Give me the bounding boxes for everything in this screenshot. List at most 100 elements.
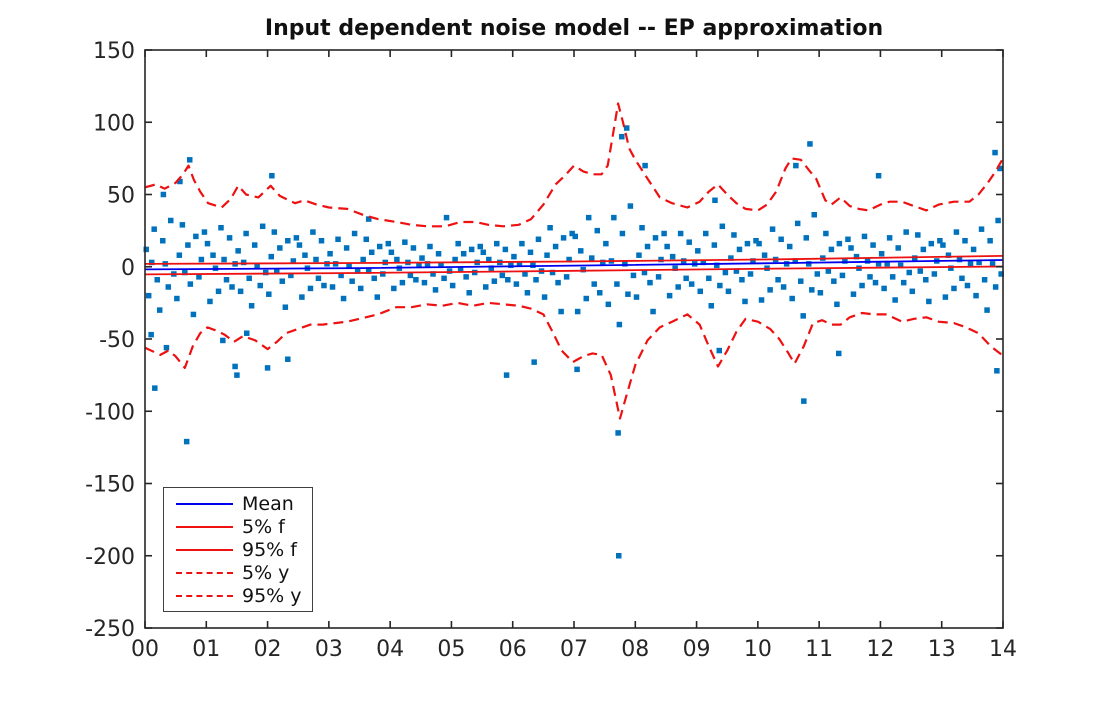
scatter-point bbox=[274, 268, 280, 274]
scatter-point bbox=[235, 248, 241, 254]
x-tick-label: 06 bbox=[499, 637, 527, 662]
scatter-point bbox=[410, 245, 417, 251]
scatter-point bbox=[669, 253, 676, 260]
scatter-point bbox=[878, 250, 885, 257]
scatter-point bbox=[736, 246, 743, 253]
x-tick-label: 01 bbox=[192, 637, 220, 662]
scatter-point bbox=[951, 285, 957, 292]
scatter-point bbox=[814, 271, 821, 277]
scatter-point bbox=[596, 290, 603, 296]
scatter-point bbox=[834, 301, 840, 308]
scatter-point bbox=[277, 245, 283, 251]
scatter-point bbox=[288, 272, 294, 279]
scatter-point bbox=[644, 243, 651, 250]
scatter-point bbox=[279, 278, 286, 284]
scatter-point bbox=[527, 249, 534, 256]
scatter-point bbox=[535, 236, 542, 243]
scatter-point bbox=[964, 282, 971, 289]
scatter-point bbox=[761, 252, 768, 258]
scatter-point bbox=[232, 363, 238, 370]
scatter-point bbox=[717, 282, 723, 289]
scatter-point bbox=[163, 344, 170, 351]
scatter-point bbox=[987, 237, 993, 244]
scatter-point bbox=[243, 230, 249, 237]
scatter-point bbox=[622, 261, 628, 267]
scatter-point bbox=[817, 290, 824, 296]
scatter-point bbox=[482, 284, 489, 290]
scatter-point bbox=[282, 304, 289, 310]
scatter-point bbox=[441, 275, 447, 282]
y-tick-label: -150 bbox=[85, 473, 135, 498]
scatter-point bbox=[909, 288, 916, 295]
scatter-point bbox=[959, 275, 965, 282]
scatter-point bbox=[268, 253, 274, 260]
scatter-point bbox=[920, 246, 927, 253]
scatter-point bbox=[541, 294, 548, 300]
scatter-point bbox=[616, 321, 623, 328]
scatter-point bbox=[744, 240, 751, 247]
x-tick-label: 12 bbox=[866, 637, 894, 662]
scatter-point bbox=[928, 240, 935, 247]
scatter-point bbox=[416, 262, 422, 269]
scatter-point bbox=[619, 133, 625, 140]
scatter-point bbox=[574, 308, 581, 315]
scatter-point bbox=[466, 290, 472, 296]
scatter-point bbox=[619, 230, 626, 237]
scatter-point bbox=[978, 226, 985, 232]
series-y95 bbox=[144, 102, 1004, 228]
scatter-point bbox=[494, 240, 500, 247]
scatter-point bbox=[962, 237, 968, 244]
scatter-point bbox=[513, 281, 520, 287]
scatter-point bbox=[419, 255, 425, 261]
scatter-point bbox=[533, 277, 539, 283]
scatter-point bbox=[229, 284, 235, 290]
scatter-point bbox=[714, 262, 720, 269]
scatter-point bbox=[329, 284, 336, 290]
scatter-point bbox=[636, 252, 642, 258]
scatter-point bbox=[264, 365, 271, 371]
scatter-point bbox=[246, 275, 252, 282]
scatter-point bbox=[672, 265, 678, 271]
scatter-point bbox=[488, 265, 495, 271]
scatter-point bbox=[753, 237, 759, 244]
scatter-point bbox=[154, 277, 161, 283]
scatter-point bbox=[940, 242, 946, 248]
scatter-point bbox=[801, 398, 807, 404]
scatter-point bbox=[560, 235, 567, 241]
scatter-point bbox=[218, 224, 224, 231]
scatter-point bbox=[145, 292, 152, 299]
scatter-point bbox=[884, 261, 890, 267]
x-tick-label: 07 bbox=[560, 637, 588, 662]
scatter-point bbox=[380, 271, 386, 277]
scatter-point bbox=[839, 272, 846, 279]
scatter-point bbox=[614, 281, 620, 287]
scatter-point bbox=[848, 245, 854, 251]
scatter-point bbox=[413, 277, 419, 283]
scatter-point bbox=[794, 220, 801, 227]
scatter-point bbox=[499, 272, 506, 279]
scatter-point bbox=[845, 236, 851, 243]
scatter-point bbox=[600, 259, 606, 266]
scatter-point bbox=[931, 271, 938, 277]
scatter-point bbox=[299, 294, 305, 300]
scatter-point bbox=[989, 261, 996, 267]
scatter-point bbox=[859, 282, 865, 289]
scatter-point bbox=[917, 268, 924, 274]
scatter-point bbox=[318, 237, 325, 244]
x-tick-label: 09 bbox=[683, 637, 711, 662]
y-tick-label: 0 bbox=[121, 256, 135, 281]
scatter-point bbox=[719, 223, 726, 230]
scatter-point bbox=[480, 249, 487, 256]
scatter-point bbox=[321, 282, 327, 289]
scatter-point bbox=[722, 269, 729, 276]
scatter-point bbox=[143, 246, 149, 253]
scatter-point bbox=[187, 281, 194, 287]
scatter-point bbox=[151, 226, 157, 232]
scatter-point bbox=[354, 268, 361, 274]
scatter-point bbox=[174, 295, 180, 302]
scatter-point bbox=[731, 232, 737, 238]
scatter-point bbox=[675, 284, 681, 290]
scatter-point bbox=[767, 287, 773, 293]
legend-row-mean: Mean bbox=[176, 493, 312, 515]
y-tick-label: -100 bbox=[85, 400, 135, 425]
